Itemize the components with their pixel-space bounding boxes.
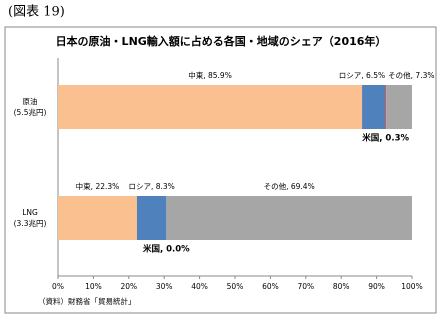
data-label: 米国, 0.0%	[143, 244, 190, 255]
bar-segment: ロシア	[362, 85, 386, 129]
x-tick-label: 70%	[297, 282, 314, 291]
x-tick-label: 10%	[85, 282, 102, 291]
x-tick-label: 60%	[262, 282, 279, 291]
data-label: 米国, 0.3%	[362, 133, 409, 144]
bar-segment: その他	[386, 85, 412, 129]
x-tick-label: 30%	[156, 282, 173, 291]
figure-number: (図表 19)	[8, 5, 65, 20]
x-tick-label: 20%	[120, 282, 137, 291]
chart-frame	[4, 26, 437, 314]
x-tick-label: 80%	[333, 282, 350, 291]
bar-segment: 米国	[385, 85, 387, 129]
data-label: その他, 7.3%	[388, 70, 434, 80]
data-label: 中東, 22.3%	[76, 181, 120, 191]
chart-title: 日本の原油・LNG輸入額に占める各国・地域のシェア（2016年）	[56, 34, 387, 48]
x-tick-label: 0%	[52, 282, 64, 291]
bar-segment: その他	[166, 196, 412, 240]
data-label: その他, 69.4%	[264, 181, 315, 191]
category-label: LNG	[22, 208, 38, 217]
category-sublabel: (3.3兆円)	[14, 218, 47, 228]
x-tick-label: 50%	[227, 282, 244, 291]
x-tick-label: 90%	[368, 282, 385, 291]
bar-segment: 中東	[58, 196, 137, 240]
source-note: （資料）財務省「貿易統計」	[38, 296, 136, 306]
category-sublabel: (5.5兆円)	[14, 107, 47, 117]
x-tick-label: 40%	[191, 282, 208, 291]
x-tick-label: 100%	[401, 282, 422, 291]
category-label: 原油	[23, 96, 38, 106]
bar-segment: ロシア	[136, 196, 167, 240]
data-label: ロシア, 8.3%	[128, 182, 174, 191]
data-label: ロシア, 6.5%	[339, 71, 385, 80]
data-label: 中東, 85.9%	[188, 70, 232, 80]
bar-segment: 中東	[58, 85, 363, 129]
